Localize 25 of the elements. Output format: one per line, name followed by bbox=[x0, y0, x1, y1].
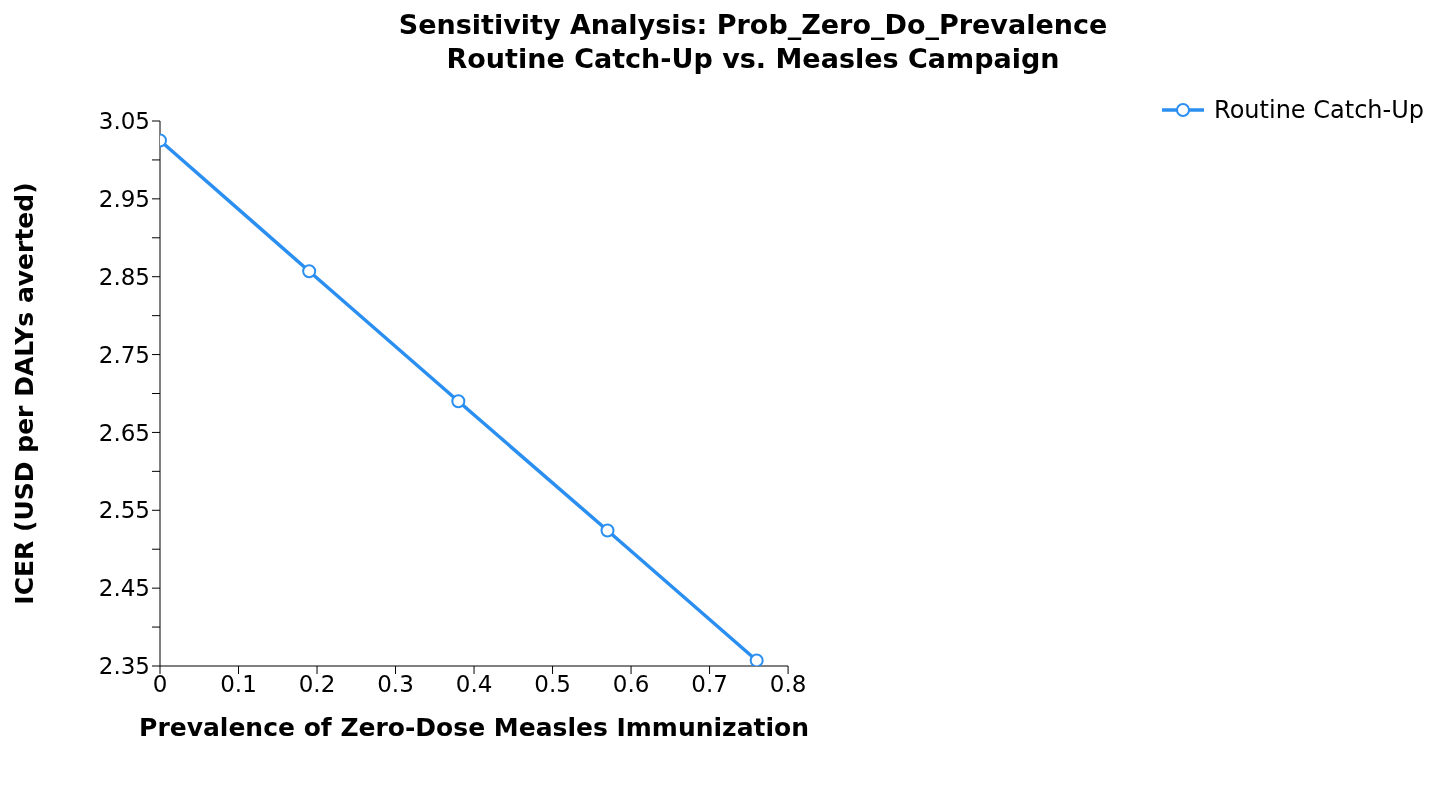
legend-label: Routine Catch-Up bbox=[1214, 96, 1424, 124]
point bbox=[600, 523, 615, 538]
chart-title: Sensitivity Analysis: Prob_Zero_Do_Prevalence Routine Catch-Up vs. Measles Campaign bbox=[397, 8, 1109, 76]
y-tick-label: 3.05 bbox=[98, 108, 150, 135]
x-tick-label: 0.3 bbox=[377, 671, 414, 698]
x-tick-label: 0.2 bbox=[298, 671, 336, 698]
point bbox=[302, 264, 317, 279]
point bbox=[749, 653, 764, 666]
x-tick-label: 0.6 bbox=[612, 671, 650, 698]
y-tick-label: 2.95 bbox=[98, 186, 150, 213]
y-axis-title: ICER (USD per DALYs averted) bbox=[9, 182, 39, 605]
x-tick-label: 0.4 bbox=[455, 671, 493, 698]
y-tick-label: 2.45 bbox=[98, 575, 150, 602]
y-tick-label: 2.35 bbox=[98, 653, 150, 680]
x-tick-label: 0.8 bbox=[769, 671, 807, 698]
point bbox=[451, 394, 466, 409]
x-tick-label: 0.1 bbox=[220, 671, 257, 698]
y-tick-label: 2.85 bbox=[98, 263, 150, 290]
y-tick-label: 2.65 bbox=[98, 419, 150, 446]
x-tick-label: 0.7 bbox=[691, 671, 728, 698]
x-tick-label: 0.5 bbox=[534, 671, 571, 698]
x-axis-title: Prevalence of Zero-Dose Measles Immunization bbox=[139, 713, 810, 742]
y-tick-label: 2.55 bbox=[98, 497, 150, 524]
x-tick-label: 0 bbox=[152, 671, 168, 698]
y-tick-label: 2.75 bbox=[98, 341, 150, 368]
